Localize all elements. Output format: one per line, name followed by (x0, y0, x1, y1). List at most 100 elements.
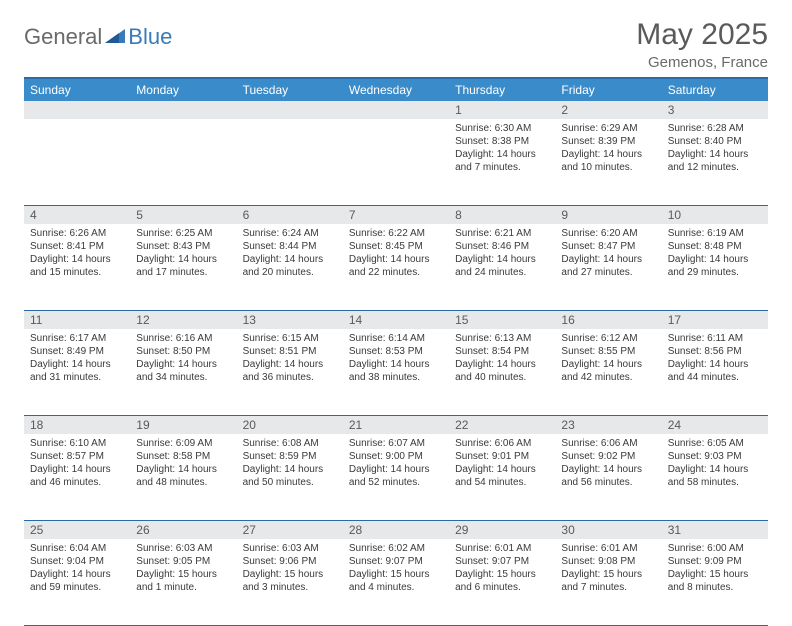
day-cell: Sunrise: 6:17 AMSunset: 8:49 PMDaylight:… (24, 329, 130, 415)
week: 45678910Sunrise: 6:26 AMSunset: 8:41 PMD… (24, 206, 768, 311)
daylight-text-2: and 12 minutes. (668, 161, 762, 174)
sunrise-text: Sunrise: 6:04 AM (30, 542, 124, 555)
daylight-text-2: and 48 minutes. (136, 476, 230, 489)
sunrise-text: Sunrise: 6:05 AM (668, 437, 762, 450)
daylight-text-2: and 46 minutes. (30, 476, 124, 489)
day-header: Friday (555, 79, 661, 101)
day-number: 3 (662, 101, 768, 119)
sunset-text: Sunset: 8:46 PM (455, 240, 549, 253)
day-cell (343, 119, 449, 205)
day-number: 14 (343, 311, 449, 329)
day-cell: Sunrise: 6:29 AMSunset: 8:39 PMDaylight:… (555, 119, 661, 205)
day-number-row: 18192021222324 (24, 416, 768, 434)
sunset-text: Sunset: 8:49 PM (30, 345, 124, 358)
day-number: 8 (449, 206, 555, 224)
sunrise-text: Sunrise: 6:10 AM (30, 437, 124, 450)
day-number: 31 (662, 521, 768, 539)
daylight-text-1: Daylight: 15 hours (561, 568, 655, 581)
day-cell (237, 119, 343, 205)
sunset-text: Sunset: 8:41 PM (30, 240, 124, 253)
daylight-text-2: and 29 minutes. (668, 266, 762, 279)
day-number: 24 (662, 416, 768, 434)
day-number: 15 (449, 311, 555, 329)
daylight-text-1: Daylight: 14 hours (561, 148, 655, 161)
day-header-row: Sunday Monday Tuesday Wednesday Thursday… (24, 79, 768, 101)
sunrise-text: Sunrise: 6:19 AM (668, 227, 762, 240)
daylight-text-1: Daylight: 14 hours (136, 358, 230, 371)
day-number: 10 (662, 206, 768, 224)
sunset-text: Sunset: 8:39 PM (561, 135, 655, 148)
daylight-text-1: Daylight: 14 hours (243, 253, 337, 266)
day-cell: Sunrise: 6:30 AMSunset: 8:38 PMDaylight:… (449, 119, 555, 205)
day-number (237, 101, 343, 119)
day-number: 26 (130, 521, 236, 539)
logo-text-general: General (24, 24, 102, 50)
sunset-text: Sunset: 9:04 PM (30, 555, 124, 568)
sunrise-text: Sunrise: 6:06 AM (455, 437, 549, 450)
day-number: 30 (555, 521, 661, 539)
sunset-text: Sunset: 8:47 PM (561, 240, 655, 253)
day-cell: Sunrise: 6:11 AMSunset: 8:56 PMDaylight:… (662, 329, 768, 415)
day-cell: Sunrise: 6:28 AMSunset: 8:40 PMDaylight:… (662, 119, 768, 205)
daylight-text-1: Daylight: 14 hours (30, 358, 124, 371)
daylight-text-1: Daylight: 14 hours (561, 253, 655, 266)
day-cell: Sunrise: 6:13 AMSunset: 8:54 PMDaylight:… (449, 329, 555, 415)
day-number: 22 (449, 416, 555, 434)
daylight-text-1: Daylight: 14 hours (668, 253, 762, 266)
daylight-text-1: Daylight: 14 hours (561, 358, 655, 371)
sunrise-text: Sunrise: 6:17 AM (30, 332, 124, 345)
day-cell: Sunrise: 6:10 AMSunset: 8:57 PMDaylight:… (24, 434, 130, 520)
sunset-text: Sunset: 8:58 PM (136, 450, 230, 463)
day-number-row: 123 (24, 101, 768, 119)
daylight-text-2: and 4 minutes. (349, 581, 443, 594)
day-cell: Sunrise: 6:22 AMSunset: 8:45 PMDaylight:… (343, 224, 449, 310)
daylight-text-2: and 27 minutes. (561, 266, 655, 279)
daylight-text-2: and 34 minutes. (136, 371, 230, 384)
daylight-text-1: Daylight: 14 hours (668, 358, 762, 371)
daylight-text-2: and 6 minutes. (455, 581, 549, 594)
day-cell: Sunrise: 6:04 AMSunset: 9:04 PMDaylight:… (24, 539, 130, 625)
day-number: 9 (555, 206, 661, 224)
day-cell: Sunrise: 6:03 AMSunset: 9:06 PMDaylight:… (237, 539, 343, 625)
day-cell: Sunrise: 6:07 AMSunset: 9:00 PMDaylight:… (343, 434, 449, 520)
day-cell: Sunrise: 6:05 AMSunset: 9:03 PMDaylight:… (662, 434, 768, 520)
day-cell: Sunrise: 6:08 AMSunset: 8:59 PMDaylight:… (237, 434, 343, 520)
daylight-text-2: and 59 minutes. (30, 581, 124, 594)
daylight-text-2: and 8 minutes. (668, 581, 762, 594)
week-body-row: Sunrise: 6:10 AMSunset: 8:57 PMDaylight:… (24, 434, 768, 520)
sunrise-text: Sunrise: 6:02 AM (349, 542, 443, 555)
title-block: May 2025 Gemenos, France (636, 18, 768, 71)
day-number: 20 (237, 416, 343, 434)
day-number: 23 (555, 416, 661, 434)
sunset-text: Sunset: 9:07 PM (455, 555, 549, 568)
week-body-row: Sunrise: 6:26 AMSunset: 8:41 PMDaylight:… (24, 224, 768, 310)
daylight-text-1: Daylight: 15 hours (243, 568, 337, 581)
week: 25262728293031Sunrise: 6:04 AMSunset: 9:… (24, 521, 768, 626)
day-cell: Sunrise: 6:26 AMSunset: 8:41 PMDaylight:… (24, 224, 130, 310)
sunrise-text: Sunrise: 6:16 AM (136, 332, 230, 345)
daylight-text-2: and 1 minute. (136, 581, 230, 594)
daylight-text-1: Daylight: 14 hours (455, 253, 549, 266)
sunrise-text: Sunrise: 6:01 AM (455, 542, 549, 555)
daylight-text-1: Daylight: 14 hours (668, 463, 762, 476)
day-number (130, 101, 236, 119)
daylight-text-2: and 17 minutes. (136, 266, 230, 279)
sunset-text: Sunset: 9:07 PM (349, 555, 443, 568)
sunset-text: Sunset: 8:56 PM (668, 345, 762, 358)
day-header: Thursday (449, 79, 555, 101)
sunrise-text: Sunrise: 6:12 AM (561, 332, 655, 345)
day-number (343, 101, 449, 119)
day-cell (130, 119, 236, 205)
day-cell: Sunrise: 6:15 AMSunset: 8:51 PMDaylight:… (237, 329, 343, 415)
daylight-text-1: Daylight: 14 hours (668, 148, 762, 161)
day-number: 28 (343, 521, 449, 539)
logo-text-blue: Blue (128, 24, 172, 50)
logo: General Blue (24, 18, 172, 50)
day-header: Monday (130, 79, 236, 101)
sunset-text: Sunset: 9:01 PM (455, 450, 549, 463)
day-number: 25 (24, 521, 130, 539)
day-number: 4 (24, 206, 130, 224)
sunrise-text: Sunrise: 6:14 AM (349, 332, 443, 345)
daylight-text-2: and 15 minutes. (30, 266, 124, 279)
daylight-text-1: Daylight: 14 hours (30, 568, 124, 581)
